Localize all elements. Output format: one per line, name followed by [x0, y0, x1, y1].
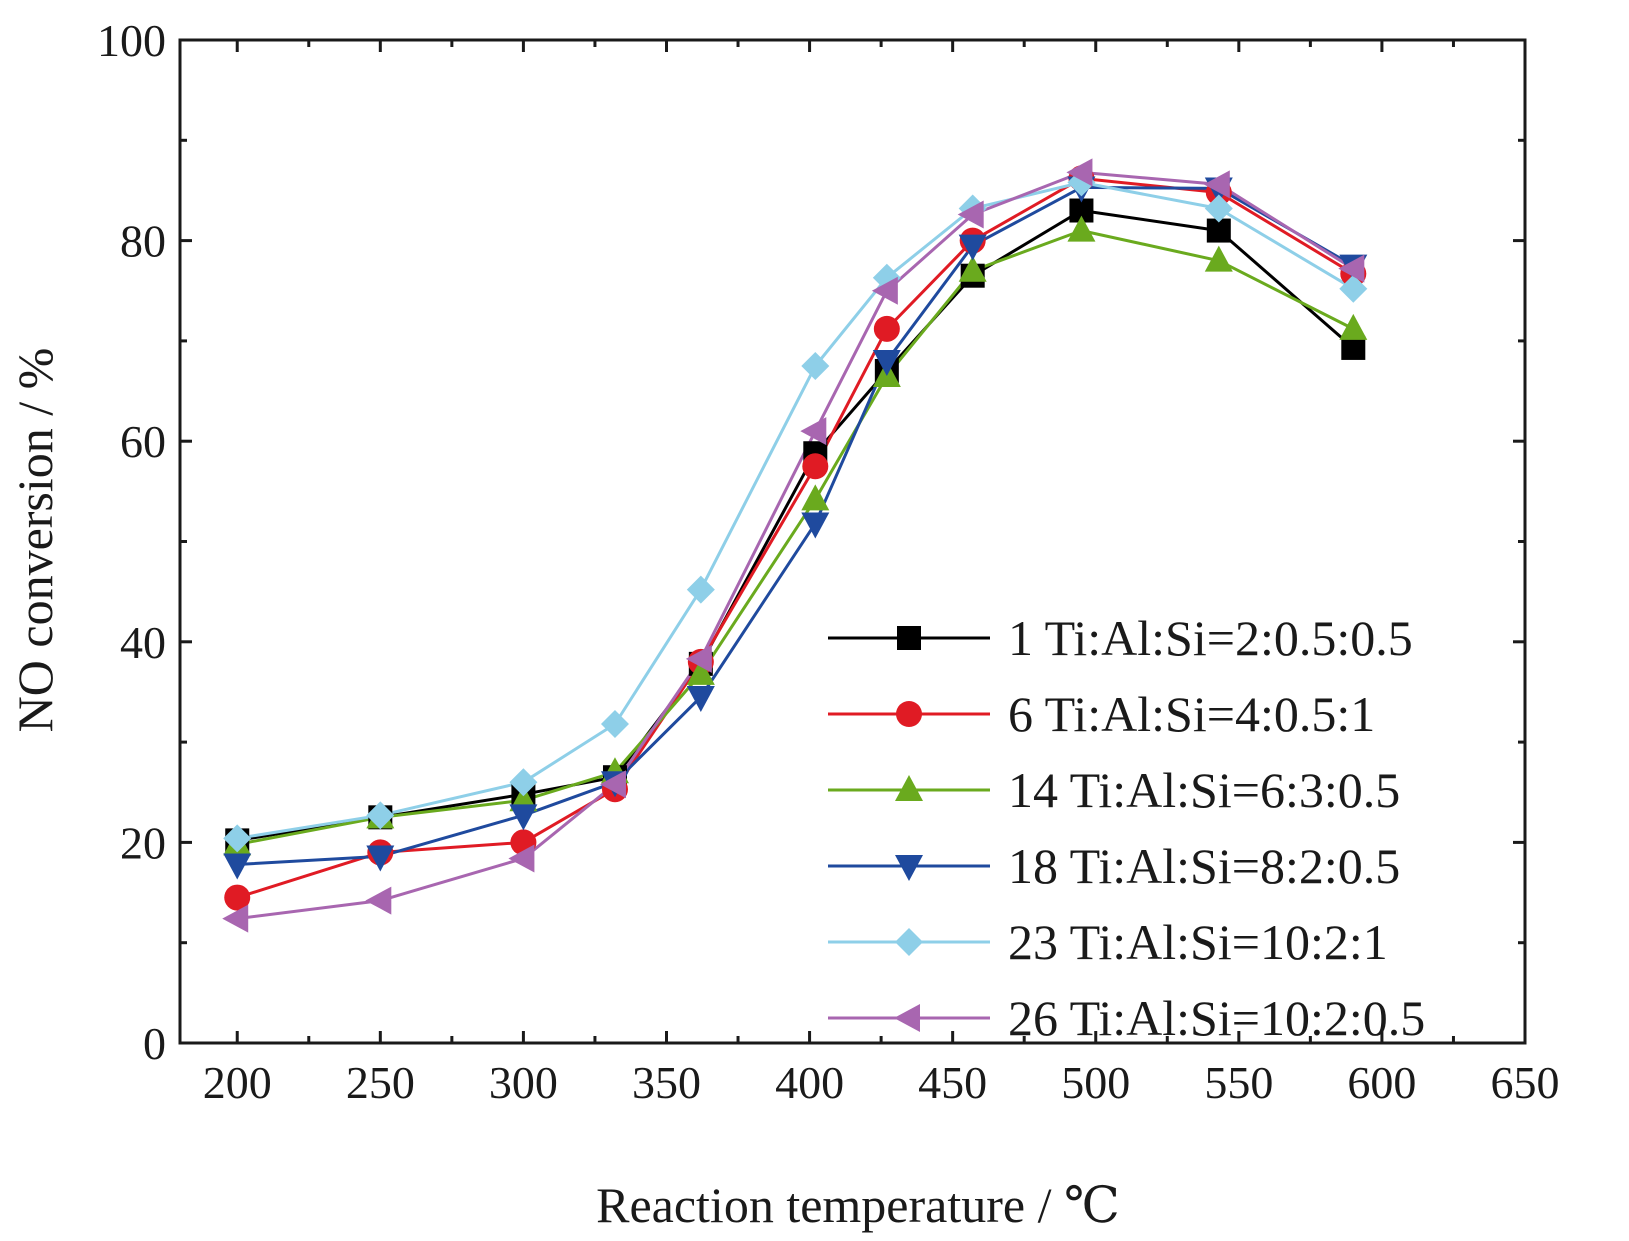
legend-marker-6 [894, 1004, 920, 1032]
series-6-point-1 [222, 904, 249, 933]
x-tick-label-650: 650 [1491, 1057, 1560, 1108]
legend-label-18-ti-al-si-8-2-0-5: 18 Ti:Al:Si=8:2:0.5 [1008, 838, 1400, 894]
series-3-point-8 [958, 255, 987, 282]
series-3-point-10 [1204, 245, 1233, 272]
x-tick-label-350: 350 [632, 1057, 701, 1108]
series-5-point-1 [223, 824, 252, 853]
series-6-point-10 [1203, 170, 1230, 199]
series-2-point-7 [873, 315, 900, 342]
x-tick-label-500: 500 [1061, 1057, 1130, 1108]
legend-marker-1 [897, 626, 921, 650]
x-tick-label-550: 550 [1204, 1057, 1273, 1108]
series-6-point-2 [365, 886, 392, 915]
series-5-point-5 [686, 575, 715, 604]
series-5-point-10 [1204, 194, 1233, 223]
legend-marker-2 [896, 701, 922, 727]
series-4-point-7 [872, 349, 901, 376]
x-tick-label-200: 200 [203, 1057, 272, 1108]
series-6-point-6 [800, 417, 827, 446]
y-tick-label-40: 40 [120, 617, 166, 668]
y-tick-label-20: 20 [120, 817, 166, 868]
series-5-point-4 [600, 710, 629, 739]
series-6-point-11 [1338, 254, 1365, 283]
series-2-point-1 [224, 884, 251, 911]
y-axis-title: NO conversion / % [7, 348, 63, 733]
series-4-point-2 [366, 845, 395, 872]
series-5-point-6 [801, 351, 830, 380]
series-6-point-3 [508, 844, 535, 873]
x-tick-label-600: 600 [1347, 1057, 1416, 1108]
series-6-point-8 [957, 200, 984, 229]
series-4-point-3 [509, 804, 538, 831]
series-4-point-6 [801, 512, 830, 539]
series-6-point-5 [685, 644, 712, 673]
series-1-point-11 [1341, 335, 1366, 360]
series-4-point-1 [223, 853, 252, 880]
series-3-point-6 [801, 484, 830, 511]
legend-label-23-ti-al-si-10-2-1: 23 Ti:Al:Si=10:2:1 [1008, 914, 1388, 970]
x-tick-label-300: 300 [489, 1057, 558, 1108]
series-4-point-5 [686, 685, 715, 712]
x-axis-title: Reaction temperature / ℃ [596, 1177, 1120, 1233]
legend-marker-5 [895, 928, 923, 956]
x-tick-label-400: 400 [775, 1057, 844, 1108]
legend-label-14-ti-al-si-6-3-0-5: 14 Ti:Al:Si=6:3:0.5 [1008, 762, 1400, 818]
axes [178, 38, 1527, 1045]
series-2-point-6 [802, 453, 829, 480]
legend-marker-4 [895, 855, 923, 881]
series-3-point-9 [1067, 215, 1096, 242]
series-5-point-3 [509, 768, 538, 797]
series-4-point-8 [958, 234, 987, 261]
series-6-point-9 [1066, 158, 1093, 187]
series-6-point-4 [599, 770, 626, 799]
legend-label-1-ti-al-si-2-0-5-0-5: 1 Ti:Al:Si=2:0.5:0.5 [1008, 610, 1413, 666]
series-5-point-11 [1339, 274, 1368, 303]
y-tick-label-80: 80 [120, 216, 166, 267]
legend-label-6-ti-al-si-4-0-5-1: 6 Ti:Al:Si=4:0.5:1 [1008, 686, 1375, 742]
series-3-point-5 [686, 658, 715, 685]
legend-marker-3 [895, 775, 923, 801]
y-tick-label-60: 60 [120, 416, 166, 467]
series-1-point-10 [1206, 218, 1231, 243]
series-5-point-2 [366, 801, 395, 830]
series-6-point-7 [871, 276, 898, 305]
tick-labels: 200 250 300 350 400 450 500 550 600 650 0 20 40 60 80 1… [97, 15, 1560, 1108]
x-tick-label-250: 250 [346, 1057, 415, 1108]
x-tick-label-450: 450 [918, 1057, 987, 1108]
y-tick-label-100: 100 [97, 15, 166, 66]
legend-label-26-ti-al-si-10-2-0-5: 26 Ti:Al:Si=10:2:0.5 [1008, 990, 1425, 1046]
legend: 1 Ti:Al:Si=2:0.5:0.5 6 Ti:Al:Si=4:0.5:1 14… [828, 610, 1425, 1046]
plot-markers [222, 158, 1368, 933]
series-3-point-11 [1339, 313, 1368, 340]
y-tick-label-0: 0 [143, 1018, 166, 1069]
